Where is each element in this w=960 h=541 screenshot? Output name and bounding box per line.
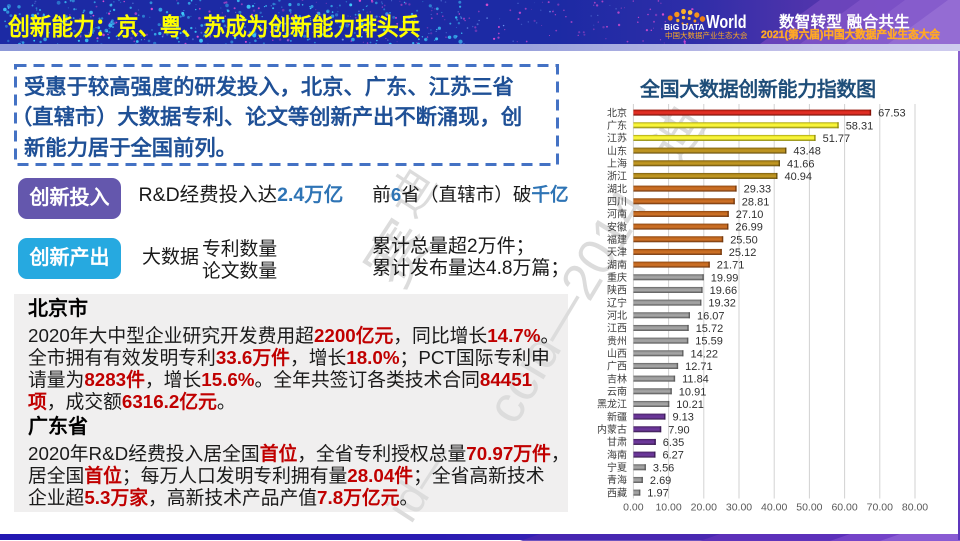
svg-text:2.69: 2.69 [650,475,671,487]
svg-text:海南: 海南 [607,448,627,461]
svg-text:14.22: 14.22 [691,348,719,360]
svg-text:江西: 江西 [607,323,627,335]
svg-text:51.77: 51.77 [823,133,851,145]
svg-text:6.35: 6.35 [663,437,684,449]
svg-text:80.00: 80.00 [902,502,928,514]
svg-text:29.33: 29.33 [744,184,772,196]
svg-text:6.27: 6.27 [663,450,684,462]
svg-text:四川: 四川 [607,197,627,208]
svg-text:67.53: 67.53 [878,108,906,120]
svg-text:15.72: 15.72 [696,323,724,335]
svg-text:27.10: 27.10 [736,209,764,221]
svg-text:7.90: 7.90 [668,424,689,436]
svg-text:70.00: 70.00 [867,502,893,514]
svg-text:天津: 天津 [607,247,627,259]
svg-text:重庆: 重庆 [607,271,627,284]
svg-text:宁夏: 宁夏 [607,461,627,474]
svg-text:41.66: 41.66 [787,158,815,170]
svg-text:19.66: 19.66 [710,285,738,297]
svg-text:西藏: 西藏 [607,487,627,499]
svg-text:安徽: 安徽 [607,220,627,233]
svg-text:湖北: 湖北 [607,183,627,195]
svg-text:河南: 河南 [607,208,627,221]
svg-text:贵州: 贵州 [607,334,627,347]
svg-text:河北: 河北 [607,310,627,322]
svg-text:11.84: 11.84 [682,374,709,386]
svg-text:江苏: 江苏 [607,132,627,145]
svg-text:28.81: 28.81 [742,196,770,208]
svg-text:40.00: 40.00 [761,502,787,514]
svg-text:16.07: 16.07 [697,310,725,322]
svg-text:12.71: 12.71 [685,361,713,373]
svg-text:15.59: 15.59 [695,336,723,348]
svg-text:青海: 青海 [607,474,627,487]
svg-text:山西: 山西 [607,348,627,360]
svg-text:3.56: 3.56 [653,462,674,474]
svg-text:40.94: 40.94 [785,171,813,183]
svg-text:上海: 上海 [607,157,627,170]
svg-text:25.12: 25.12 [729,247,757,259]
svg-text:9.13: 9.13 [673,412,694,424]
svg-text:19.99: 19.99 [711,272,739,284]
svg-text:58.31: 58.31 [846,120,874,132]
svg-text:浙江: 浙江 [607,171,627,183]
svg-text:21.71: 21.71 [717,260,745,272]
svg-text:43.48: 43.48 [793,146,821,158]
svg-text:广西: 广西 [607,361,627,373]
svg-text:10.00: 10.00 [655,502,681,514]
svg-text:19.32: 19.32 [708,298,736,310]
svg-text:26.99: 26.99 [735,222,763,234]
svg-text:10.91: 10.91 [679,386,707,398]
svg-text:20.00: 20.00 [691,502,717,514]
svg-text:辽宁: 辽宁 [607,296,627,309]
svg-text:内蒙古: 内蒙古 [597,423,627,436]
svg-text:50.00: 50.00 [796,502,822,514]
svg-text:25.50: 25.50 [730,234,758,246]
svg-text:60.00: 60.00 [831,502,857,514]
svg-text:福建: 福建 [607,233,627,246]
svg-text:北京: 北京 [607,106,627,119]
svg-text:30.00: 30.00 [726,502,752,514]
svg-text:陕西: 陕西 [607,284,627,297]
svg-text:吉林: 吉林 [607,372,627,385]
svg-text:甘肃: 甘肃 [607,436,627,449]
svg-text:0.00: 0.00 [623,502,644,514]
svg-text:1.97: 1.97 [647,488,668,500]
svg-text:山东: 山东 [607,144,627,157]
svg-text:黑龙江: 黑龙江 [597,398,627,411]
svg-text:新疆: 新疆 [607,410,627,423]
svg-text:湖南: 湖南 [607,258,627,271]
svg-text:广东: 广东 [607,119,627,132]
svg-text:云南: 云南 [607,385,627,398]
svg-text:10.21: 10.21 [676,399,704,411]
